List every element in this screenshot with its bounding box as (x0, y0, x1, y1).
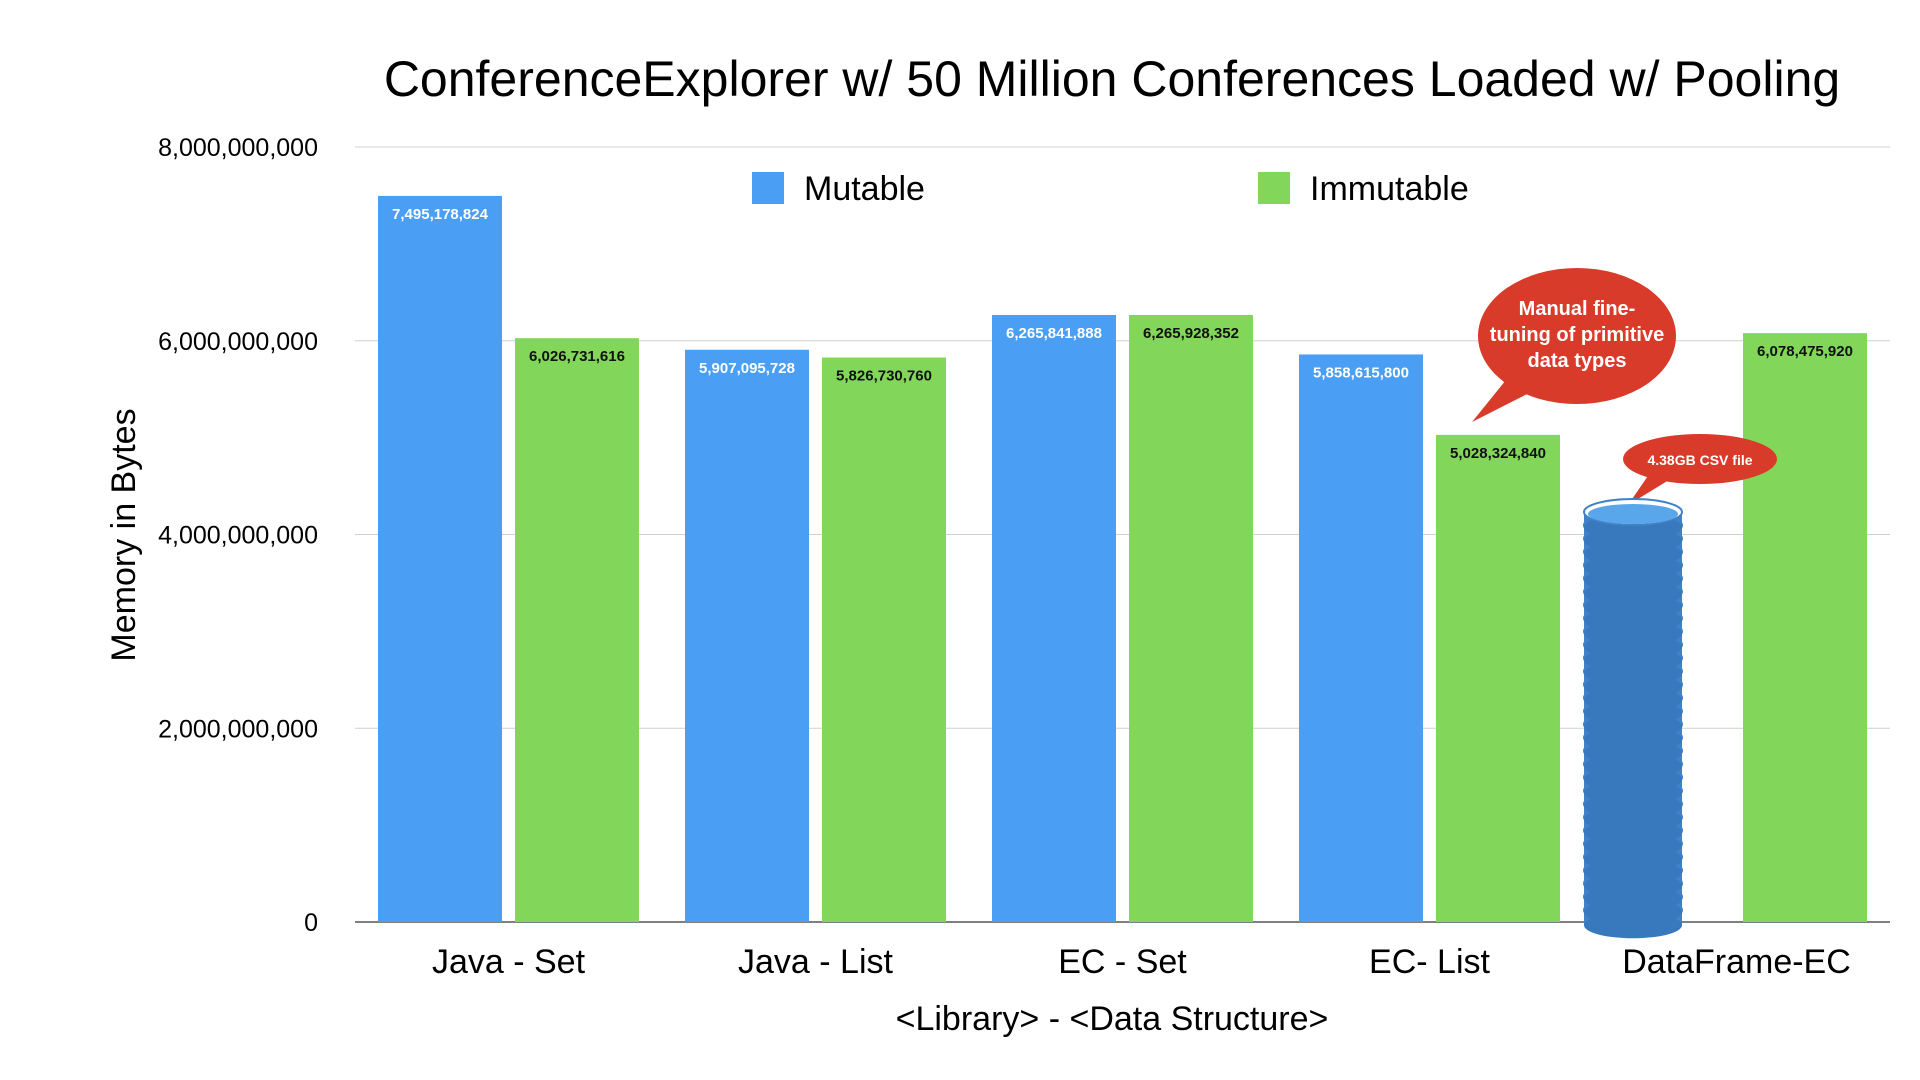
bar-immutable-java-set (515, 338, 639, 922)
callout-csv-file: 4.38GB CSV file (1623, 434, 1777, 505)
legend-label-immutable: Immutable (1310, 170, 1469, 208)
x-axis-label: <Library> - <Data Structure> (896, 1000, 1329, 1038)
data-label: 6,265,928,352 (1143, 325, 1239, 342)
annotations: Manual fine-tuning of primitive data type… (1472, 268, 1777, 939)
data-label: 5,907,095,728 (699, 360, 795, 377)
bar-mutable-java-list (685, 349, 809, 922)
callout-bubble (1623, 434, 1777, 484)
x-tick-label: Java - Set (432, 943, 586, 981)
callout-text: data types (1528, 350, 1627, 372)
callout-text: Manual fine- (1519, 298, 1636, 320)
y-axis-ticks: 0 2,000,000,000 4,000,000,000 6,000,000,000… (158, 134, 318, 937)
data-label: 6,078,475,920 (1757, 343, 1853, 360)
x-tick-label: EC- List (1369, 943, 1490, 981)
database-stack-icon (1583, 498, 1683, 939)
legend-swatch-immutable (1258, 172, 1290, 204)
x-tick-label: Java - List (738, 943, 893, 981)
bar-immutable-java-list (822, 357, 946, 922)
callout-bubble (1478, 268, 1676, 404)
x-tick-label: EC - Set (1058, 943, 1187, 981)
bar-immutable-dataframe-ec (1743, 333, 1867, 922)
chart-title: ConferenceExplorer w/ 50 Million Confere… (384, 51, 1840, 107)
y-tick-label: 4,000,000,000 (158, 522, 318, 550)
callout-text: tuning of primitive (1490, 324, 1664, 346)
bar-mutable-java-set (378, 195, 502, 923)
x-axis-ticks: Java - Set Java - List EC - Set EC- List Dat… (432, 943, 1851, 981)
y-tick-label: 0 (304, 909, 318, 937)
y-axis-label: Memory in Bytes (105, 408, 143, 661)
legend-swatch-mutable (752, 172, 784, 204)
data-label: 6,265,841,888 (1006, 325, 1102, 342)
data-label: 5,858,615,800 (1313, 364, 1409, 381)
disk-top (1588, 504, 1678, 524)
y-tick-label: 6,000,000,000 (158, 328, 318, 356)
callout-fine-tuning: Manual fine-tuning of primitive data type… (1472, 268, 1676, 422)
callout-text: 4.38GB CSV file (1647, 452, 1752, 468)
data-label: 5,028,324,840 (1450, 445, 1546, 462)
legend: Mutable Immutable (752, 170, 1469, 208)
data-label: 5,826,730,760 (836, 368, 932, 385)
x-tick-label: DataFrame-EC (1622, 943, 1851, 981)
data-label: 7,495,178,824 (392, 206, 489, 223)
y-tick-label: 8,000,000,000 (158, 134, 318, 162)
data-label: 6,026,731,616 (529, 348, 625, 365)
bars: 7,495,178,824 6,026,731,616 5,907,095,728 5… (378, 195, 1867, 923)
bar-immutable-ec-list (1436, 434, 1560, 922)
bar-mutable-ec-list (1299, 354, 1423, 922)
y-tick-label: 2,000,000,000 (158, 715, 318, 743)
legend-label-mutable: Mutable (804, 170, 925, 208)
bar-mutable-ec-set (992, 314, 1116, 922)
bar-immutable-ec-set (1129, 314, 1253, 923)
